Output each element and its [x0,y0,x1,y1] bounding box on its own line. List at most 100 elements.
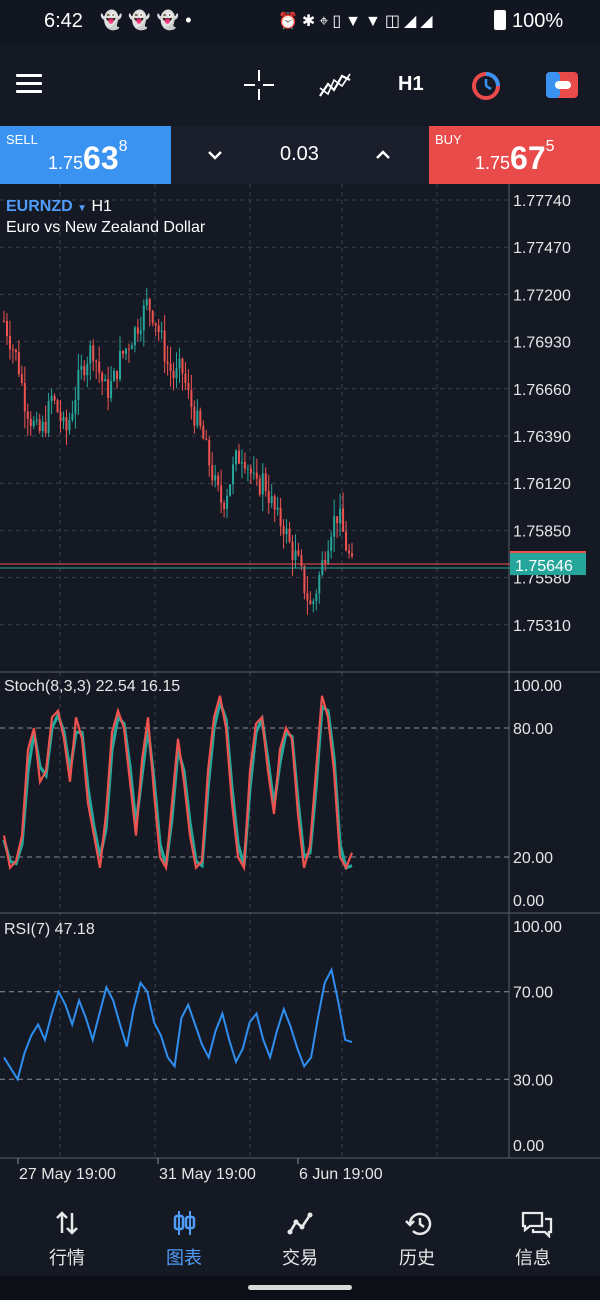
price-tick-label: 1.76660 [513,382,571,399]
wifi-icon: ▼ [345,13,365,30]
candle-body [282,525,285,535]
signal-icon: ◢ [420,13,437,30]
trade-icon[interactable] [546,72,578,98]
candle-body [142,305,145,331]
candle-body [202,425,205,439]
timeframe-clock-icon[interactable] [471,71,501,101]
candle-body [309,600,312,604]
candle-body [26,411,29,419]
candle-body [327,550,330,564]
current-price-label: 1.75646 [515,558,573,575]
volume-increase-button[interactable] [372,144,394,166]
candle-body [80,365,83,370]
candle-body [127,348,130,350]
candle-body [321,559,324,576]
candle-body [223,503,226,509]
candle-body [74,399,77,414]
vibrate-icon: ▯ [332,13,346,30]
menu-icon[interactable] [16,74,42,94]
symbol-name[interactable]: EURNZD [6,198,73,215]
volume-decrease-button[interactable] [204,144,226,166]
candle-body [264,473,267,491]
nav-trade[interactable]: 交易 [240,1200,360,1276]
candle-body [237,450,240,464]
indicator-axis-label: 70.00 [513,985,553,1002]
nav-trade-label: 交易 [282,1248,318,1268]
candle-body [124,348,127,354]
candle-body [157,325,160,333]
location-icon: ⌖ [319,13,333,30]
candle-body [270,496,273,503]
trade-icon [287,1212,313,1235]
candle-body [205,438,208,440]
signal-icon: ◢ [403,13,421,30]
candle-body [83,365,86,376]
candle-body [107,379,110,399]
history-icon [405,1212,432,1236]
candle-body [333,516,336,537]
nav-history[interactable]: 历史 [357,1200,477,1276]
dropdown-arrow-icon[interactable]: ▼ [77,203,88,214]
indicators-icon[interactable] [318,70,352,100]
candle-body [306,593,309,601]
candle-body [119,350,121,380]
candle-body [300,555,303,567]
candle-body [71,413,74,420]
candle-body [23,383,26,412]
nav-messages-label: 信息 [515,1248,551,1268]
candle-body [249,468,252,474]
snapchat-icon: 👻 [156,10,186,30]
timeframe-button[interactable]: H1 [398,73,424,95]
candle-body [116,370,119,380]
price-chart[interactable]: 1.77740 1.77470 1.77200 1.76930 1.76660 1.763… [0,184,600,1200]
symbol-description: Euro vs New Zealand Dollar [6,219,206,236]
quotes-icon [56,1211,78,1235]
candle-body [226,495,229,509]
candle-body [315,593,318,602]
gesture-bar [0,1276,600,1300]
stochastic-panel: 100.00 0.00 20.00 80.00 [0,678,562,910]
candle-body [3,320,5,322]
battery-icon [494,10,506,30]
candle-body [273,496,276,510]
candle-body [199,410,202,426]
nav-messages[interactable]: 信息 [473,1200,593,1276]
candle-body [285,528,288,535]
price-tick-label: 1.77470 [513,240,571,257]
candle-body [318,575,321,594]
sell-button[interactable]: SELL 1.75638 [0,126,171,184]
candle-body [243,461,246,469]
candle-body [267,490,270,503]
battery-level: 100% [512,10,564,32]
chart-area[interactable]: 1.77740 1.77470 1.77200 1.76930 1.76660 1.763… [0,184,600,1200]
candle-body [246,468,249,470]
candle-body [348,550,351,554]
volume-field[interactable]: 0.03 [280,143,319,165]
symbol-label[interactable]: EURNZD ▼ H1 [6,198,112,216]
nav-quotes[interactable]: 行情 [7,1200,127,1276]
chart-grid [0,184,600,1159]
nav-chart[interactable]: 图表 [124,1200,244,1276]
candle-body [276,507,279,510]
candle-body [324,559,327,564]
candle-body [288,528,291,542]
stoch-signal-line [2,696,353,870]
candle-body [133,327,136,346]
notification-icons: 👻👻👻• [100,10,198,31]
buy-price: 1.75675 [475,138,555,176]
home-indicator[interactable] [248,1285,352,1290]
candle-body [8,336,11,350]
dot-icon: • [185,10,198,30]
candle-body [38,419,41,432]
candle-body [110,381,113,399]
candle-body [294,550,297,561]
buy-button[interactable]: BUY 1.75675 [429,126,600,184]
candle-body [252,472,255,474]
system-icons: ⏰✱⌖▯▼▼◫◢◢ [278,11,437,31]
price-tick-label: 1.77740 [513,193,571,210]
candle-body [190,390,193,407]
wifi-icon: ▼ [365,13,385,30]
candle-body [193,406,196,426]
crosshair-icon[interactable] [244,70,274,100]
